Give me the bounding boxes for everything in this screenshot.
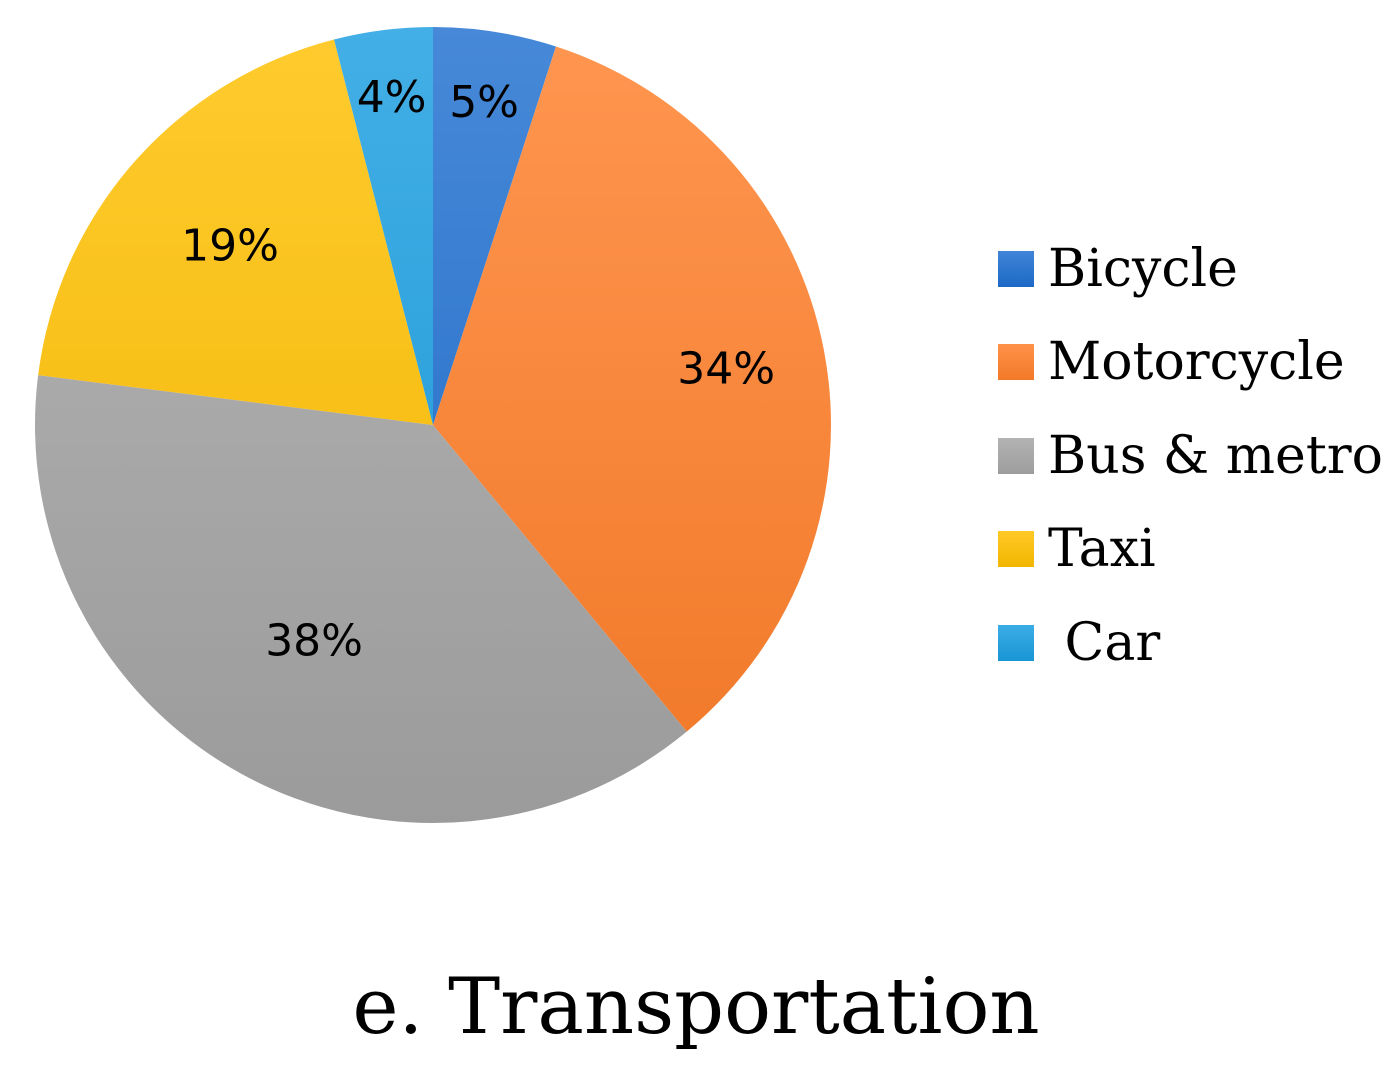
pie-slice-car bbox=[334, 27, 433, 425]
legend-item-car: Car bbox=[998, 596, 1388, 690]
data-label-bus-metro: 38% bbox=[265, 616, 363, 667]
legend-swatch-bicycle bbox=[998, 250, 1034, 287]
data-label-taxi: 19% bbox=[181, 221, 279, 272]
data-label-motorcycle: 34% bbox=[677, 344, 775, 395]
legend-label-bicycle: Bicycle bbox=[1048, 238, 1238, 299]
legend-swatch-car bbox=[998, 624, 1034, 661]
pie-slice-labels: 5% 34% 38% 19% 4% bbox=[181, 72, 775, 667]
pie-slices bbox=[35, 27, 831, 823]
legend-label-bus-metro: Bus & metro bbox=[1048, 425, 1383, 486]
legend: Bicycle Motorcycle Bus & metro Taxi Car bbox=[998, 222, 1388, 690]
pie-slice-bicycle bbox=[433, 27, 556, 425]
data-label-bicycle: 5% bbox=[449, 77, 519, 128]
legend-swatch-bus-metro bbox=[998, 437, 1034, 474]
pie-slice-bus-metro bbox=[35, 375, 687, 823]
pie-slice-motorcycle bbox=[433, 46, 831, 732]
legend-item-bicycle: Bicycle bbox=[998, 222, 1388, 316]
legend-label-car: Car bbox=[1048, 612, 1161, 673]
legend-label-motorcycle: Motorcycle bbox=[1048, 332, 1345, 393]
legend-item-bus-metro: Bus & metro bbox=[998, 409, 1388, 503]
legend-item-taxi: Taxi bbox=[998, 503, 1388, 597]
legend-swatch-motorcycle bbox=[998, 344, 1034, 381]
legend-swatch-taxi bbox=[998, 531, 1034, 568]
legend-label-taxi: Taxi bbox=[1048, 519, 1156, 580]
legend-item-motorcycle: Motorcycle bbox=[998, 316, 1388, 410]
chart-title: e. Transportation bbox=[352, 962, 1040, 1052]
pie-slice-taxi bbox=[38, 39, 433, 425]
data-label-car: 4% bbox=[357, 72, 427, 123]
